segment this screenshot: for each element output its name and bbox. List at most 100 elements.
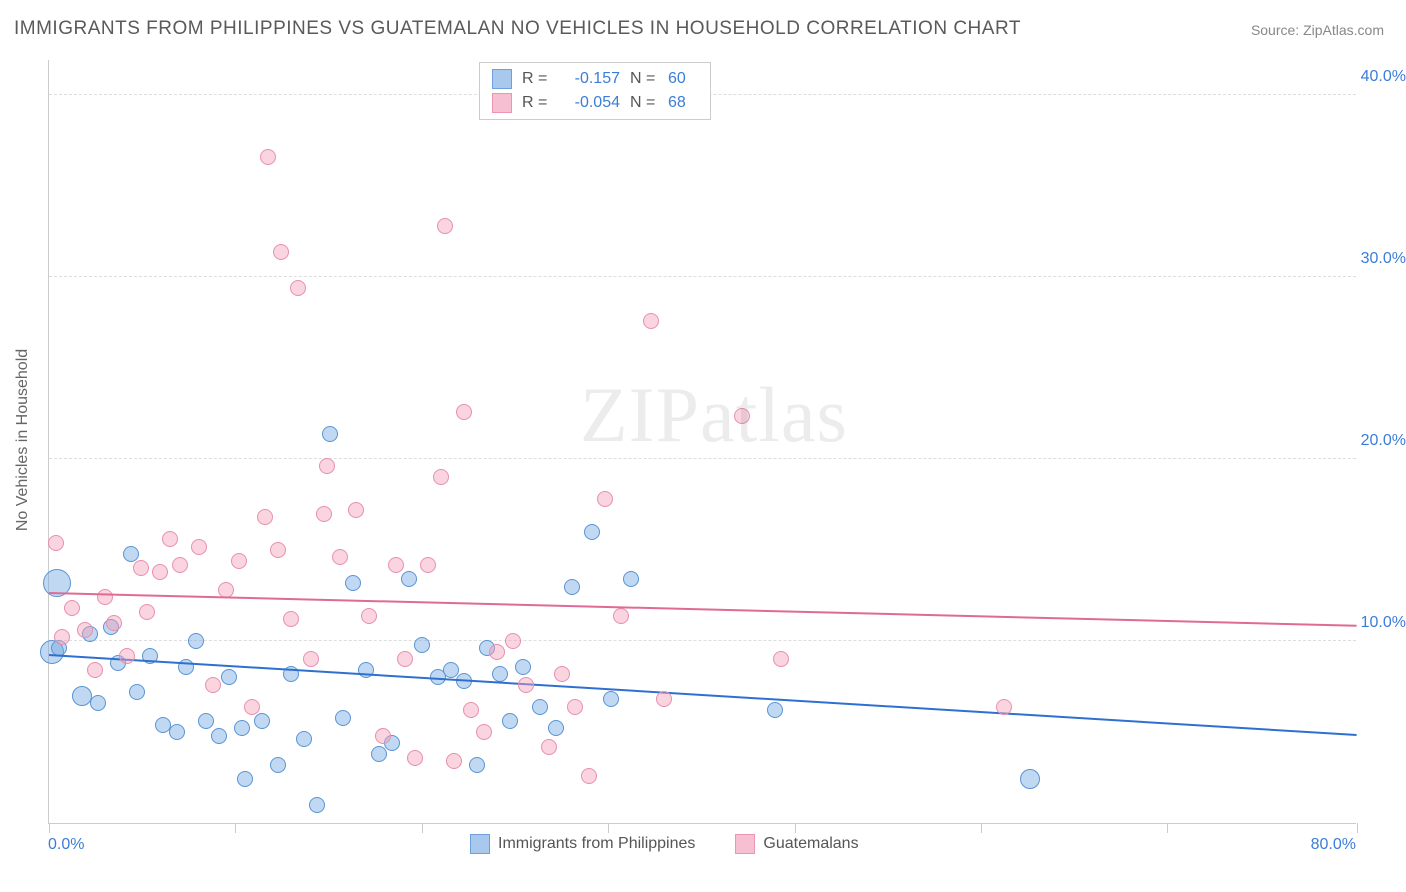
data-point (260, 149, 276, 165)
y-tick-label: 10.0% (1361, 614, 1406, 632)
data-point (597, 491, 613, 507)
data-point (244, 699, 260, 715)
legend-swatch-icon (735, 834, 755, 854)
data-point (188, 633, 204, 649)
data-point (361, 608, 377, 624)
data-point (87, 662, 103, 678)
x-tick (981, 823, 982, 833)
data-point (414, 637, 430, 653)
data-point (773, 651, 789, 667)
x-tick (795, 823, 796, 833)
gridline (49, 276, 1356, 277)
data-point (567, 699, 583, 715)
data-point (211, 728, 227, 744)
data-point (178, 659, 194, 675)
data-point (564, 579, 580, 595)
data-point (273, 244, 289, 260)
stat-n-label: N = (630, 70, 658, 88)
data-point (191, 539, 207, 555)
y-tick-label: 40.0% (1361, 68, 1406, 86)
data-point (613, 608, 629, 624)
data-point (446, 753, 462, 769)
data-point (316, 506, 332, 522)
data-point (397, 651, 413, 667)
chart-title: IMMIGRANTS FROM PHILIPPINES VS GUATEMALA… (14, 18, 1021, 40)
data-point (123, 546, 139, 562)
data-point (518, 677, 534, 693)
data-point (129, 684, 145, 700)
data-point (97, 589, 113, 605)
data-point (303, 651, 319, 667)
data-point (734, 408, 750, 424)
data-point (106, 615, 122, 631)
data-point (205, 677, 221, 693)
data-point (420, 557, 436, 573)
y-tick-label: 20.0% (1361, 432, 1406, 450)
legend-label: Immigrants from Philippines (498, 835, 695, 853)
data-point (54, 629, 70, 645)
data-point (623, 571, 639, 587)
data-point (237, 771, 253, 787)
x-tick (608, 823, 609, 833)
data-point (221, 669, 237, 685)
data-point (437, 218, 453, 234)
data-point (502, 713, 518, 729)
data-point (172, 557, 188, 573)
stat-n-label: N = (630, 94, 658, 112)
x-tick (1167, 823, 1168, 833)
data-point (1020, 769, 1040, 789)
data-point (532, 699, 548, 715)
gridline (49, 640, 1356, 641)
data-point (407, 750, 423, 766)
data-point (309, 797, 325, 813)
data-point (319, 458, 335, 474)
x-tick (235, 823, 236, 833)
data-point (401, 571, 417, 587)
data-point (48, 535, 64, 551)
data-point (254, 713, 270, 729)
data-point (767, 702, 783, 718)
data-point (162, 531, 178, 547)
data-point (152, 564, 168, 580)
data-point (554, 666, 570, 682)
gridline (49, 458, 1356, 459)
data-point (198, 713, 214, 729)
data-point (119, 648, 135, 664)
data-point (139, 604, 155, 620)
data-point (234, 720, 250, 736)
data-point (584, 524, 600, 540)
stats-swatch-icon (492, 93, 512, 113)
data-point (996, 699, 1012, 715)
data-point (656, 691, 672, 707)
data-point (541, 739, 557, 755)
data-point (603, 691, 619, 707)
y-axis-title: No Vehicles in Household (14, 349, 32, 531)
data-point (476, 724, 492, 740)
data-point (231, 553, 247, 569)
data-point (335, 710, 351, 726)
data-point (345, 575, 361, 591)
stat-n-value: 60 (668, 70, 698, 88)
x-tick (422, 823, 423, 833)
data-point (548, 720, 564, 736)
y-tick-label: 30.0% (1361, 250, 1406, 268)
data-point (133, 560, 149, 576)
data-point (433, 469, 449, 485)
data-point (77, 622, 93, 638)
stat-r-value: -0.054 (560, 94, 620, 112)
data-point (375, 728, 391, 744)
data-point (371, 746, 387, 762)
legend-swatch-icon (470, 834, 490, 854)
stat-n-value: 68 (668, 94, 698, 112)
data-point (270, 757, 286, 773)
data-point (469, 757, 485, 773)
stats-box: R =-0.157N =60R =-0.054N =68 (479, 62, 711, 120)
data-point (64, 600, 80, 616)
legend-label: Guatemalans (763, 835, 858, 853)
data-point (456, 404, 472, 420)
data-point (489, 644, 505, 660)
data-point (283, 611, 299, 627)
stats-swatch-icon (492, 69, 512, 89)
plot-area: 10.0%20.0%30.0%40.0%R =-0.157N =60R =-0.… (48, 60, 1356, 824)
bottom-legend: Immigrants from Philippines Guatemalans (470, 834, 859, 854)
